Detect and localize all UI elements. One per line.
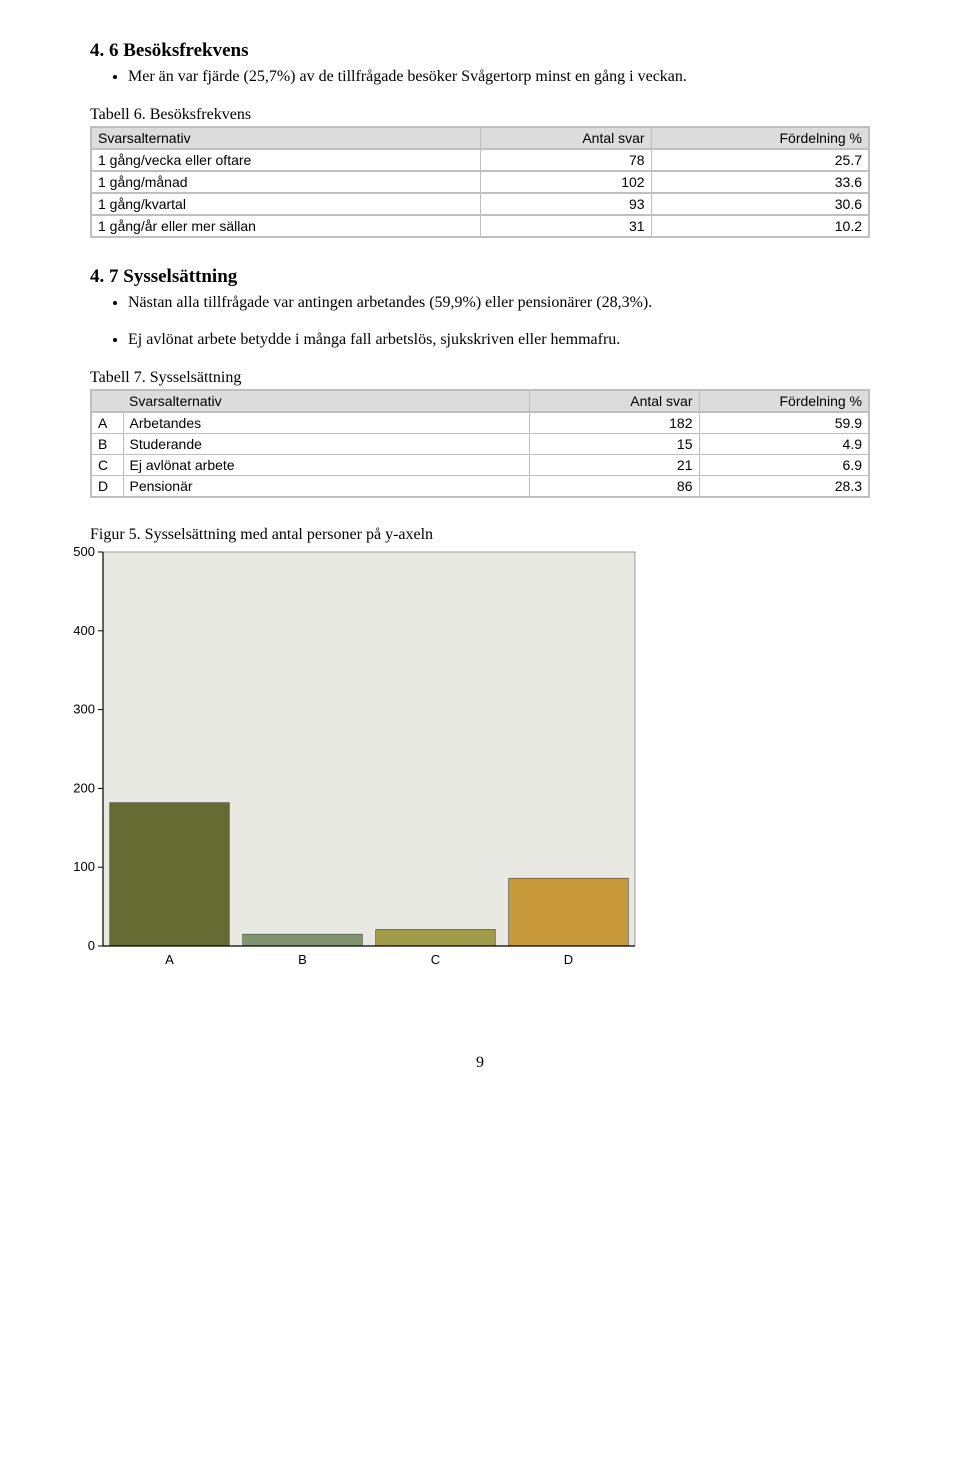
- table-6-h2: Antal svar: [480, 127, 651, 149]
- table-6-caption: Tabell 6. Besöksfrekvens: [90, 106, 870, 124]
- svg-text:0: 0: [88, 938, 95, 953]
- table-row: DPensionär8628.3: [91, 475, 869, 497]
- section-7-bullet-2: Ej avlönat arbete betydde i många fall a…: [128, 329, 870, 351]
- table-7-cell-letter: B: [91, 433, 123, 454]
- table-7-cell-label: Arbetandes: [123, 412, 529, 434]
- svg-text:200: 200: [73, 780, 95, 795]
- svg-text:500: 500: [73, 544, 95, 559]
- table-row: 1 gång/kvartal9330.6: [91, 193, 869, 215]
- svg-text:B: B: [298, 952, 307, 967]
- table-7-cell-count: 86: [529, 475, 699, 497]
- table-row: 1 gång/år eller mer sällan3110.2: [91, 215, 869, 237]
- table-row: 1 gång/vecka eller oftare7825.7: [91, 149, 869, 171]
- figure-5-chart: 0 100 200 300 400 500 A B C D: [45, 544, 645, 974]
- svg-text:400: 400: [73, 623, 95, 638]
- table-6-cell-count: 102: [480, 171, 651, 193]
- table-7-cell-count: 21: [529, 454, 699, 475]
- table-row: CEj avlönat arbete216.9: [91, 454, 869, 475]
- table-row: 1 gång/månad10233.6: [91, 171, 869, 193]
- table-6-cell-label: 1 gång/månad: [91, 171, 480, 193]
- page-number: 9: [90, 1054, 870, 1072]
- table-7-h2: Antal svar: [529, 390, 699, 412]
- table-7-cell-pct: 4.9: [699, 433, 869, 454]
- table-6-cell-count: 78: [480, 149, 651, 171]
- table-6-cell-pct: 30.6: [651, 193, 869, 215]
- table-6-cell-label: 1 gång/vecka eller oftare: [91, 149, 480, 171]
- svg-text:C: C: [431, 952, 440, 967]
- table-7-cell-label: Pensionär: [123, 475, 529, 497]
- table-7: Svarsalternativ Antal svar Fördelning % …: [90, 389, 870, 498]
- table-6-cell-label: 1 gång/kvartal: [91, 193, 480, 215]
- table-row: AArbetandes18259.9: [91, 412, 869, 434]
- table-6-cell-pct: 10.2: [651, 215, 869, 237]
- section-7-bullets: Nästan alla tillfrågade var antingen arb…: [90, 292, 870, 351]
- table-7-cell-pct: 6.9: [699, 454, 869, 475]
- section-6-bullets: Mer än var fjärde (25,7%) av de tillfråg…: [90, 66, 870, 88]
- figure-5-caption: Figur 5. Sysselsättning med antal person…: [90, 526, 870, 544]
- section-7-heading: 4. 7 Sysselsättning: [90, 266, 870, 288]
- section-7-bullet-1: Nästan alla tillfrågade var antingen arb…: [128, 292, 870, 314]
- section-6-bullet-1: Mer än var fjärde (25,7%) av de tillfråg…: [128, 66, 870, 88]
- table-7-cell-label: Ej avlönat arbete: [123, 454, 529, 475]
- table-6-header-row: Svarsalternativ Antal svar Fördelning %: [91, 127, 869, 149]
- table-6-cell-label: 1 gång/år eller mer sällan: [91, 215, 480, 237]
- svg-text:A: A: [165, 952, 174, 967]
- table-7-h1: Svarsalternativ: [123, 390, 529, 412]
- table-7-cell-label: Studerande: [123, 433, 529, 454]
- section-6-heading: 4. 6 Besöksfrekvens: [90, 40, 870, 62]
- svg-text:300: 300: [73, 701, 95, 716]
- svg-text:D: D: [564, 952, 573, 967]
- table-6-h1: Svarsalternativ: [91, 127, 480, 149]
- table-7-cell-letter: D: [91, 475, 123, 497]
- table-7-cell-count: 182: [529, 412, 699, 434]
- table-6-h3: Fördelning %: [651, 127, 869, 149]
- table-7-cell-pct: 59.9: [699, 412, 869, 434]
- table-7-header-row: Svarsalternativ Antal svar Fördelning %: [91, 390, 869, 412]
- table-7-cell-count: 15: [529, 433, 699, 454]
- table-6-cell-pct: 25.7: [651, 149, 869, 171]
- bar-chart-svg: 0 100 200 300 400 500 A B C D: [45, 544, 645, 974]
- table-6-cell-count: 31: [480, 215, 651, 237]
- table-7-cell-letter: C: [91, 454, 123, 475]
- table-6: Svarsalternativ Antal svar Fördelning % …: [90, 126, 870, 238]
- table-7-cell-pct: 28.3: [699, 475, 869, 497]
- table-7-h3: Fördelning %: [699, 390, 869, 412]
- table-row: BStuderande154.9: [91, 433, 869, 454]
- table-6-cell-pct: 33.6: [651, 171, 869, 193]
- table-7-h0: [91, 390, 123, 412]
- svg-text:100: 100: [73, 859, 95, 874]
- table-7-cell-letter: A: [91, 412, 123, 434]
- table-7-caption: Tabell 7. Sysselsättning: [90, 369, 870, 387]
- table-6-cell-count: 93: [480, 193, 651, 215]
